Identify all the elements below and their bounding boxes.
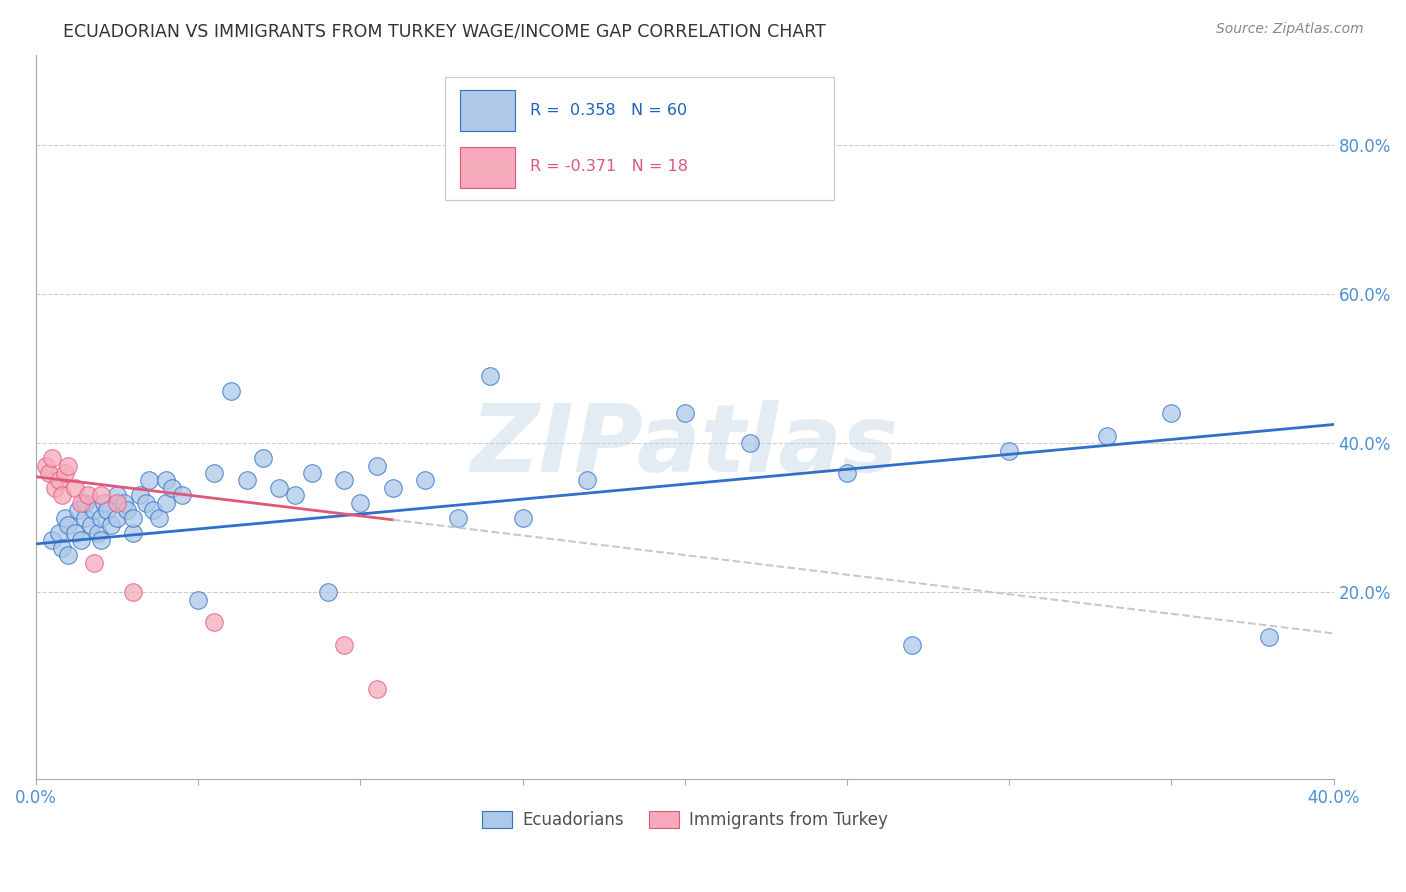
Point [76,488,98,502]
Point [835,466,858,480]
Point [105,496,128,510]
Point [202,615,225,630]
Point [381,481,404,495]
Point [73,496,96,510]
Point [479,369,502,384]
Point [284,488,307,502]
Point [349,496,371,510]
Text: Source: ZipAtlas.com: Source: ZipAtlas.com [1216,22,1364,37]
Point [83,503,105,517]
Point [512,510,534,524]
Point [142,503,165,517]
Point [73,510,96,524]
Point [93,496,115,510]
Point [34,458,56,473]
Point [1095,428,1118,442]
Point [673,406,696,420]
Point [105,510,128,524]
Point [90,488,112,502]
Point [58,548,80,562]
Point [122,585,145,599]
Point [187,592,209,607]
Point [155,496,177,510]
Point [333,474,356,488]
Point [48,474,70,488]
Point [90,533,112,548]
Point [51,488,73,502]
Point [70,533,93,548]
Point [41,533,63,548]
Point [86,525,108,540]
Point [122,525,145,540]
Point [80,518,103,533]
Point [58,518,80,533]
Point [48,525,70,540]
Point [366,458,388,473]
Point [413,474,436,488]
Point [236,474,259,488]
Point [269,481,291,495]
Point [1160,406,1182,420]
Point [138,474,160,488]
Point [135,496,157,510]
Point [333,638,356,652]
Point [53,466,76,480]
Point [301,466,323,480]
Point [63,525,86,540]
Point [100,518,122,533]
Point [70,496,93,510]
Point [738,436,761,450]
Point [447,510,470,524]
Point [1257,630,1279,644]
Point [366,682,388,697]
Point [998,443,1021,458]
Point [41,451,63,466]
Point [44,481,66,495]
Point [148,510,170,524]
Point [128,488,150,502]
Point [901,638,924,652]
Point [316,585,339,599]
Point [58,458,80,473]
Point [51,541,73,555]
Point [160,481,183,495]
Point [202,466,225,480]
Point [105,488,128,502]
Point [38,466,60,480]
Point [122,510,145,524]
Point [96,503,118,517]
Point [576,474,599,488]
Point [83,556,105,570]
Point [90,510,112,524]
Text: ECUADORIAN VS IMMIGRANTS FROM TURKEY WAGE/INCOME GAP CORRELATION CHART: ECUADORIAN VS IMMIGRANTS FROM TURKEY WAG… [63,22,827,40]
Legend: Ecuadorians, Immigrants from Turkey: Ecuadorians, Immigrants from Turkey [475,805,894,836]
Point [170,488,193,502]
Point [155,474,177,488]
Point [219,384,242,398]
Point [67,503,90,517]
Point [115,503,138,517]
Point [53,510,76,524]
Text: ZIPatlas: ZIPatlas [471,400,898,492]
Point [63,481,86,495]
Point [252,451,274,466]
Point [112,496,135,510]
